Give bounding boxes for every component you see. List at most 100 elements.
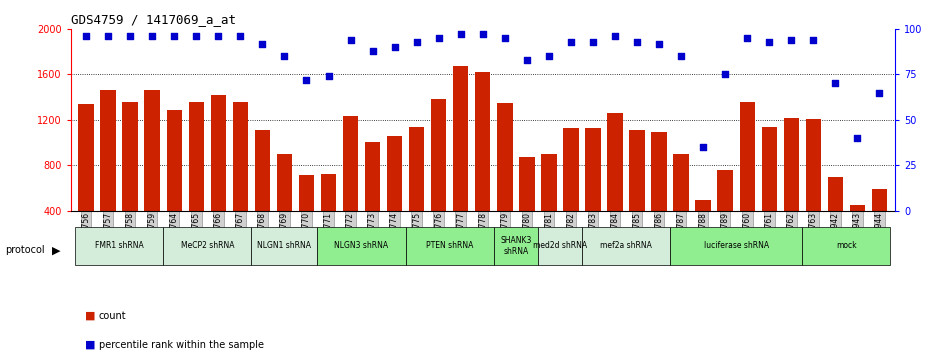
Point (453, 32, 468, 37)
Bar (761, 127, 777, 256)
Point (563, 39, 578, 45)
Bar (144, 90, 160, 256)
Bar (475, 72, 491, 256)
Bar (453, 66, 468, 256)
Point (872, 90, 887, 95)
Point (475, 32, 490, 37)
Point (321, 73, 336, 79)
Text: percentile rank within the sample: percentile rank within the sample (99, 340, 264, 350)
Text: mef2a shRNA: mef2a shRNA (600, 241, 652, 250)
Text: FMR1 shRNA: FMR1 shRNA (95, 241, 143, 250)
Bar (871, 189, 887, 256)
Bar (541, 154, 557, 256)
Point (188, 33, 203, 39)
Point (145, 33, 160, 39)
Point (299, 77, 314, 83)
Bar (828, 176, 843, 256)
Point (255, 41, 270, 46)
Point (805, 37, 820, 43)
Bar (299, 175, 315, 256)
Point (343, 37, 358, 43)
Text: ■: ■ (85, 311, 95, 321)
Point (828, 81, 843, 86)
Bar (585, 128, 601, 256)
Point (497, 35, 512, 41)
Bar (343, 117, 358, 256)
Bar (277, 154, 292, 256)
Bar (629, 130, 644, 256)
Point (784, 37, 799, 43)
Point (542, 53, 557, 59)
Bar (805, 119, 821, 256)
Text: GDS4759 / 1417069_a_at: GDS4759 / 1417069_a_at (71, 13, 236, 26)
Point (122, 33, 138, 39)
Point (365, 48, 381, 54)
Text: luciferase shRNA: luciferase shRNA (704, 241, 769, 250)
Bar (739, 102, 755, 256)
Point (277, 53, 292, 59)
Bar (608, 113, 623, 256)
Text: mock: mock (836, 241, 856, 250)
Bar (406, 227, 494, 265)
Bar (784, 118, 799, 256)
Bar (122, 102, 138, 256)
Point (409, 39, 424, 45)
Point (585, 39, 600, 45)
Point (211, 33, 226, 39)
Text: PTEN shRNA: PTEN shRNA (426, 241, 474, 250)
Bar (582, 227, 670, 265)
Bar (321, 174, 336, 256)
Bar (497, 103, 512, 256)
Bar (211, 95, 226, 256)
Bar (563, 128, 578, 256)
Point (519, 57, 534, 63)
Bar (163, 227, 252, 265)
Bar (78, 104, 94, 256)
Point (674, 53, 689, 59)
Bar (431, 99, 447, 256)
Bar (387, 136, 402, 256)
Text: count: count (99, 311, 126, 321)
Point (101, 33, 116, 39)
Bar (651, 132, 667, 256)
Text: ■: ■ (85, 340, 95, 350)
Bar (695, 200, 711, 256)
Point (739, 35, 755, 41)
Bar (803, 227, 890, 265)
Point (78, 33, 93, 39)
Text: NLGN1 shRNA: NLGN1 shRNA (257, 241, 312, 250)
Text: med2d shRNA: med2d shRNA (533, 241, 587, 250)
Text: ▶: ▶ (52, 245, 60, 256)
Point (233, 33, 248, 39)
Point (608, 33, 623, 39)
Point (629, 39, 644, 45)
Text: NLGN3 shRNA: NLGN3 shRNA (334, 241, 389, 250)
Text: MeCP2 shRNA: MeCP2 shRNA (181, 241, 234, 250)
Point (762, 39, 777, 45)
Bar (409, 127, 425, 256)
Bar (254, 130, 270, 256)
Point (431, 35, 447, 41)
Text: protocol: protocol (5, 245, 44, 256)
Text: SHANK3
shRNA: SHANK3 shRNA (500, 236, 531, 256)
Bar (101, 90, 116, 256)
Bar (850, 205, 865, 256)
Bar (317, 227, 406, 265)
Bar (233, 102, 248, 256)
Point (718, 72, 733, 77)
Point (695, 144, 710, 150)
Bar (494, 227, 538, 265)
Bar (538, 227, 582, 265)
Bar (670, 227, 803, 265)
Bar (167, 110, 182, 256)
Bar (519, 157, 534, 256)
Bar (365, 143, 381, 256)
Bar (674, 154, 689, 256)
Point (387, 44, 402, 50)
Point (167, 33, 182, 39)
Point (850, 135, 865, 141)
Bar (252, 227, 317, 265)
Bar (188, 102, 204, 256)
Bar (718, 170, 733, 256)
Point (652, 41, 667, 46)
